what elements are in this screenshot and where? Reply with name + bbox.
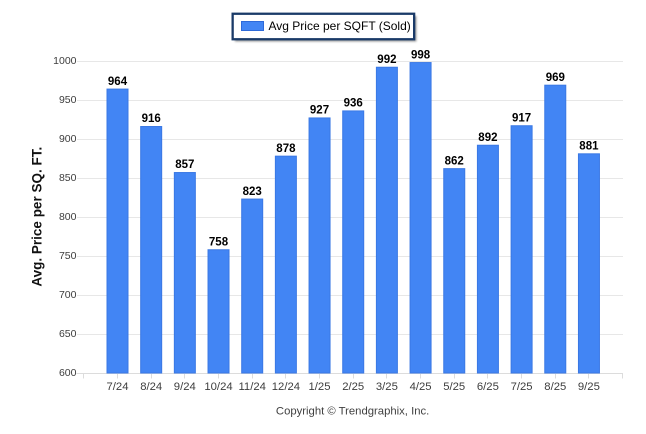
svg-text:878: 878 bbox=[276, 143, 296, 155]
svg-text:936: 936 bbox=[344, 98, 363, 110]
svg-text:881: 881 bbox=[579, 141, 599, 153]
svg-text:823: 823 bbox=[243, 186, 262, 198]
svg-text:7/24: 7/24 bbox=[107, 381, 129, 393]
svg-text:1000: 1000 bbox=[53, 55, 77, 67]
svg-text:9/25: 9/25 bbox=[578, 381, 600, 393]
svg-text:892: 892 bbox=[478, 132, 497, 144]
svg-text:6/25: 6/25 bbox=[477, 381, 499, 393]
svg-text:862: 862 bbox=[445, 155, 464, 167]
svg-text:10/24: 10/24 bbox=[204, 381, 232, 393]
svg-text:1/25: 1/25 bbox=[309, 381, 331, 393]
svg-text:857: 857 bbox=[175, 159, 194, 171]
svg-text:850: 850 bbox=[59, 172, 77, 184]
svg-text:750: 750 bbox=[59, 250, 77, 262]
svg-text:800: 800 bbox=[59, 211, 77, 223]
svg-text:969: 969 bbox=[546, 72, 565, 84]
svg-text:11/24: 11/24 bbox=[238, 381, 265, 393]
svg-text:950: 950 bbox=[59, 94, 77, 106]
svg-text:758: 758 bbox=[209, 237, 229, 249]
svg-text:964: 964 bbox=[108, 76, 128, 88]
svg-text:900: 900 bbox=[59, 133, 77, 145]
svg-text:917: 917 bbox=[512, 112, 531, 124]
svg-text:7/25: 7/25 bbox=[511, 381, 533, 393]
svg-text:Avg. Price per SQ. FT.: Avg. Price per SQ. FT. bbox=[30, 147, 45, 287]
svg-text:4/25: 4/25 bbox=[410, 381, 432, 393]
svg-text:600: 600 bbox=[59, 367, 77, 379]
svg-text:998: 998 bbox=[411, 49, 431, 61]
svg-text:650: 650 bbox=[59, 328, 77, 340]
svg-text:992: 992 bbox=[377, 54, 396, 66]
svg-text:Avg Price per SQFT (Sold): Avg Price per SQFT (Sold) bbox=[269, 19, 411, 33]
svg-text:3/25: 3/25 bbox=[376, 381, 398, 393]
svg-text:700: 700 bbox=[59, 289, 77, 301]
svg-text:916: 916 bbox=[142, 113, 161, 125]
svg-text:5/25: 5/25 bbox=[443, 381, 465, 393]
svg-text:927: 927 bbox=[310, 105, 329, 117]
svg-text:9/24: 9/24 bbox=[174, 381, 196, 393]
svg-text:8/24: 8/24 bbox=[140, 381, 162, 393]
svg-text:Copyright © Trendgraphix, Inc.: Copyright © Trendgraphix, Inc. bbox=[276, 405, 429, 417]
svg-text:12/24: 12/24 bbox=[272, 381, 300, 393]
svg-text:2/25: 2/25 bbox=[342, 381, 364, 393]
svg-text:8/25: 8/25 bbox=[544, 381, 566, 393]
